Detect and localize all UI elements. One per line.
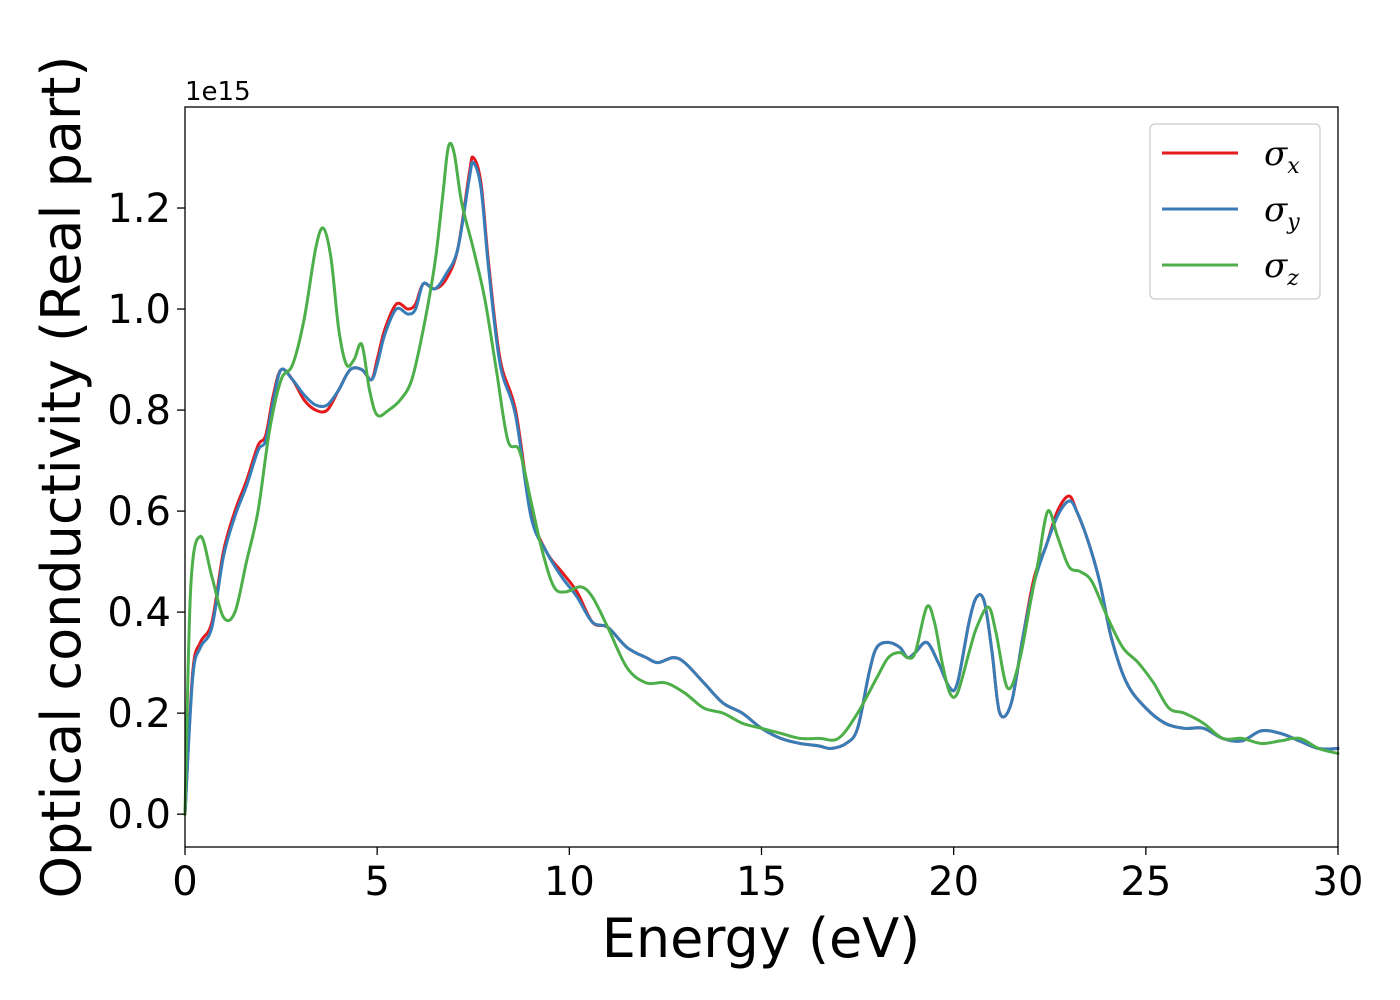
- x-axis: 0 5 10 15 20 25 30: [172, 847, 1363, 905]
- legend-box: [1149, 123, 1321, 300]
- y-tick-label: 1.2: [107, 186, 171, 232]
- y-offset-label: 1e15: [185, 77, 251, 107]
- series-line-sigma-y: [183, 160, 1340, 816]
- x-tick-label: 10: [544, 859, 595, 905]
- y-axis-title: Optical conductivity (Real part): [30, 56, 93, 899]
- y-tick-label: 0.6: [107, 489, 171, 535]
- series-layer: [183, 141, 1340, 816]
- x-tick-label: 5: [364, 859, 389, 905]
- legend-subscript: x: [1287, 154, 1300, 179]
- x-tick-label: 0: [172, 859, 197, 905]
- y-tick-label: 0.0: [107, 792, 171, 838]
- x-tick-label: 30: [1313, 859, 1364, 905]
- y-tick-label: 0.2: [107, 691, 171, 737]
- x-tick-label: 20: [928, 859, 979, 905]
- legend-subscript: y: [1286, 210, 1300, 235]
- x-axis-title: Energy (eV): [602, 907, 921, 970]
- y-axis: 0.0 0.2 0.4 0.6 0.8 1.0 1.2: [107, 186, 185, 838]
- legend-subscript: z: [1286, 266, 1299, 291]
- y-tick-label: 1.0: [107, 287, 171, 333]
- y-tick-label: 0.8: [107, 388, 171, 434]
- x-tick-label: 25: [1120, 859, 1171, 905]
- series-line-sigma-z: [183, 141, 1340, 816]
- y-tick-label: 0.4: [107, 590, 171, 636]
- x-tick-label: 15: [736, 859, 787, 905]
